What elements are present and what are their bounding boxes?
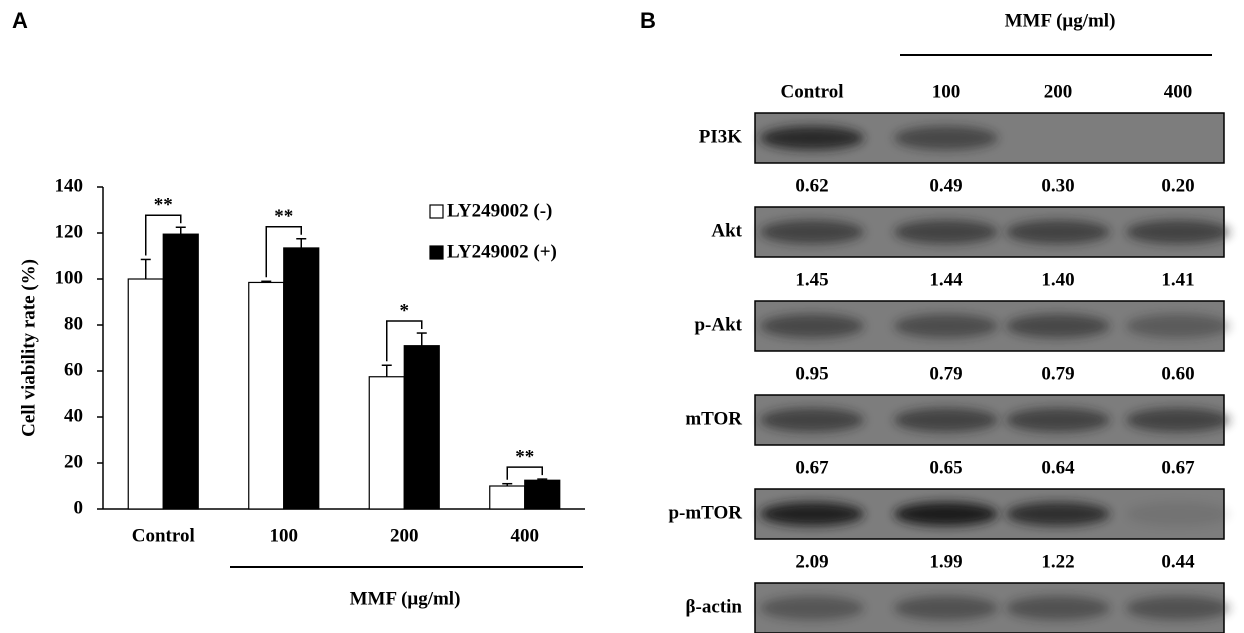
x-tick-label: 200 [390,525,419,546]
ratio-value: 0.30 [1041,175,1074,196]
blot-band [894,220,998,244]
ratio-value: 0.67 [795,457,829,478]
y-tick-label: 60 [64,359,83,380]
bar [524,479,561,510]
row-label: β-actin [686,596,743,617]
y-tick-label: 0 [74,497,84,518]
y-tick-label: 80 [64,313,83,334]
x-tick-label: 400 [511,525,540,546]
y-tick-label: 100 [55,267,84,288]
blot-band [1006,220,1110,244]
bar [403,345,440,510]
y-axis-label: Cell viability rate (%) [18,259,39,437]
blot-band [1126,220,1230,244]
y-tick-label: 20 [64,451,83,472]
significance-bracket [265,226,302,278]
blot-band [760,596,864,620]
blot-band [894,126,998,150]
blot-band [760,220,864,244]
row-label: mTOR [685,408,742,429]
bar [127,278,164,510]
ratio-value: 1.99 [929,551,962,572]
blot-band [1126,502,1230,526]
ratio-value: 0.20 [1161,175,1194,196]
significance-mark: ** [274,206,293,227]
blot-band [1126,314,1230,338]
row-label: p-Akt [694,314,742,335]
blot-band [1006,502,1110,526]
bar [368,376,405,510]
significance-mark: * [400,300,410,321]
ratio-value: 1.45 [795,269,828,290]
blot-band [1006,314,1110,338]
blot-band [760,502,864,526]
column-label: 200 [1044,81,1073,102]
blot-band [894,408,998,432]
blot-band [894,502,998,526]
blot-band [1006,408,1110,432]
bar-chart: 0 20 40 60 80 100 120 140 Control ** 100 ** 200 * 400 *… [55,175,585,546]
ratio-value: 1.22 [1041,551,1074,572]
ratio-value: 0.79 [1041,363,1074,384]
ratio-value: 0.64 [1041,457,1075,478]
significance-bracket [145,214,182,256]
blot-band [760,408,864,432]
significance-bracket [386,320,423,362]
x-group-label: MMF (μg/ml) [350,588,461,609]
blot-band [1126,408,1230,432]
bar [283,247,320,510]
column-label: Control [781,81,844,102]
column-label: 100 [932,81,961,102]
ratio-value: 1.44 [929,269,963,290]
ratio-value: 1.40 [1041,269,1074,290]
blot-band [1126,596,1230,620]
panel-label: A [12,8,28,33]
x-tick-label: Control [132,525,195,546]
y-tick-label: 120 [55,221,84,242]
ratio-value: 0.95 [795,363,828,384]
blot-header: MMF (μg/ml) [1005,10,1116,31]
bar [248,281,285,510]
ratio-value: 0.44 [1161,551,1195,572]
legend-swatch [429,245,444,260]
ratio-value: 0.49 [929,175,962,196]
column-label: 400 [1164,81,1193,102]
y-tick-label: 40 [64,405,83,426]
x-tick-label: 100 [270,525,299,546]
legend-swatch [429,204,444,219]
panel-label: B [640,8,656,33]
blot-band [1006,596,1110,620]
row-label: p-mTOR [668,502,742,523]
blot-band [894,314,998,338]
ratio-value: 0.67 [1161,457,1195,478]
blot-band [894,596,998,620]
blot-band [760,314,864,338]
significance-mark: ** [154,195,173,216]
ratio-value: 0.65 [929,457,962,478]
y-tick-label: 140 [55,175,84,196]
western-blot: Control 100 200 400 PI3K 0.62 0.49 0.30 0.20 Akt 1… [668,81,1230,633]
ratio-value: 2.09 [795,551,828,572]
ratio-value: 0.79 [929,363,962,384]
ratio-value: 0.60 [1161,363,1194,384]
row-label: PI3K [699,126,743,147]
bar [489,485,526,510]
significance-bracket [506,466,543,480]
row-label: Akt [711,220,742,241]
blot-band [760,126,864,150]
bar [162,233,199,510]
ratio-value: 0.62 [795,175,828,196]
significance-mark: ** [515,446,534,467]
legend-label: LY249002 (-) [447,200,552,221]
ratio-value: 1.41 [1161,269,1194,290]
legend-label: LY249002 (+) [447,241,557,262]
